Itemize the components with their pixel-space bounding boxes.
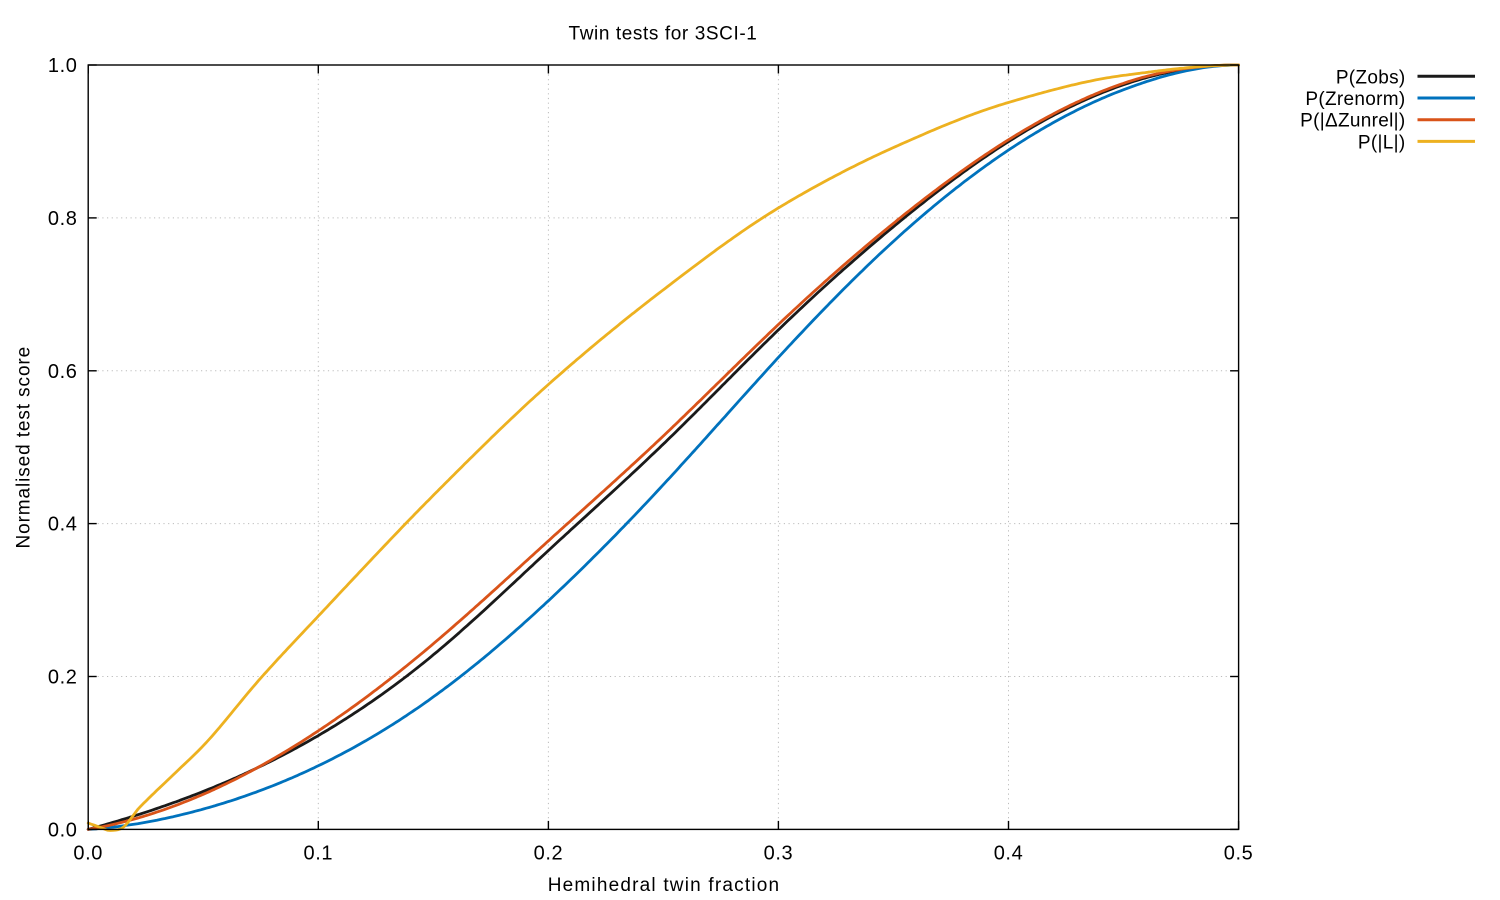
svg-text:0.5: 0.5: [1224, 843, 1254, 865]
svg-text:0.4: 0.4: [48, 514, 78, 536]
svg-text:0.3: 0.3: [764, 843, 794, 865]
svg-text:1.0: 1.0: [48, 55, 78, 77]
svg-text:0.6: 0.6: [48, 361, 78, 383]
svg-text:0.2: 0.2: [48, 667, 78, 689]
svg-text:0.4: 0.4: [994, 843, 1024, 865]
svg-text:Twin tests for 3SCI-1: Twin tests for 3SCI-1: [569, 24, 758, 45]
svg-text:P(Zobs): P(Zobs): [1336, 67, 1406, 88]
svg-text:0.0: 0.0: [73, 843, 103, 865]
svg-text:0.8: 0.8: [48, 208, 78, 230]
svg-text:P(|ΔZunrel|): P(|ΔZunrel|): [1300, 111, 1405, 132]
svg-text:0.0: 0.0: [48, 819, 78, 841]
svg-text:P(|L|): P(|L|): [1358, 132, 1406, 153]
svg-text:0.1: 0.1: [303, 843, 333, 865]
svg-text:Hemihedral twin fraction: Hemihedral twin fraction: [548, 875, 781, 896]
svg-text:0.2: 0.2: [534, 843, 564, 865]
svg-text:P(Zrenorm): P(Zrenorm): [1305, 89, 1405, 110]
svg-text:Normalised test score: Normalised test score: [14, 346, 35, 549]
